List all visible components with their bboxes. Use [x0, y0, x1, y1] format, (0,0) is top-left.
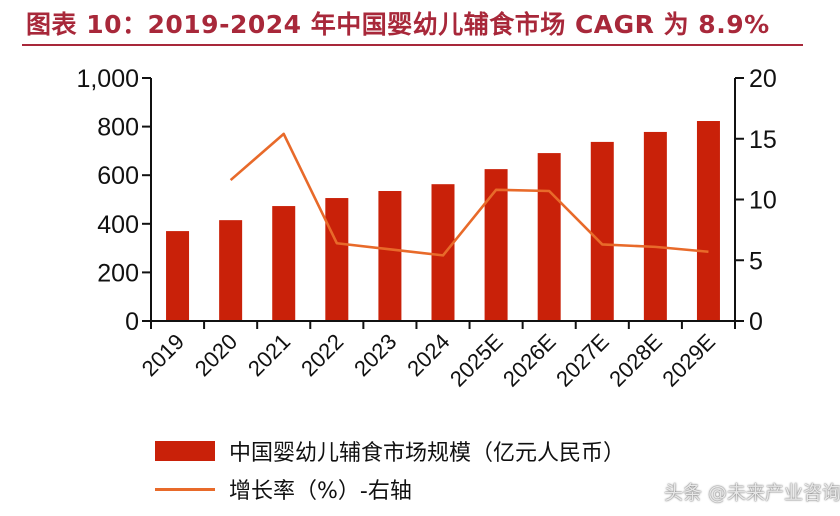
growth-rate-line	[229, 132, 709, 257]
right-tick-label: 10	[749, 187, 777, 215]
bar-2028E	[643, 131, 667, 321]
bar-2022	[325, 198, 349, 321]
right-tick-label: 0	[749, 308, 763, 336]
title-underline	[22, 44, 803, 46]
chart: 0 200 400 600 800 1,000 0 5 10 15 20 2019 2020 2021…	[76, 65, 777, 392]
legend-line-label: 增长率（%）-右轴	[229, 479, 412, 504]
x-tick-label: 2026E	[498, 329, 561, 392]
bar-2019	[166, 231, 190, 321]
right-tick-label: 20	[749, 65, 777, 93]
bar-2027E	[590, 141, 614, 321]
chart-title: 图表 10：2019-2024 年中国婴幼儿辅食市场 CAGR 为 8.9%	[26, 10, 770, 39]
left-tick-label: 1,000	[76, 65, 139, 93]
legend-line-swatch	[155, 487, 215, 491]
bar-2023	[378, 190, 402, 321]
x-tick-label: 2028E	[604, 329, 667, 392]
bar-2025E	[484, 169, 508, 321]
legend: 中国婴幼儿辅食市场规模（亿元人民币） 增长率（%）-右轴	[155, 432, 625, 508]
right-tick-label: 5	[749, 247, 763, 275]
bar-2024	[431, 184, 455, 321]
bar-2029E	[696, 121, 720, 321]
left-tick-label: 800	[97, 114, 139, 142]
legend-bar-swatch	[155, 441, 215, 461]
bar-2021	[272, 206, 296, 321]
x-tick-label: 2021	[243, 329, 295, 381]
bar-series	[166, 121, 720, 321]
left-tick-label: 200	[97, 259, 139, 287]
x-tick-label: 2022	[296, 329, 348, 381]
legend-item-line: 增长率（%）-右轴	[155, 470, 625, 508]
right-y-axis: 0 5 10 15 20	[735, 65, 777, 336]
legend-item-bar: 中国婴幼儿辅食市场规模（亿元人民币）	[155, 432, 625, 470]
x-tick-label: 2027E	[551, 329, 614, 392]
bar-2020	[219, 220, 243, 321]
bar-2026E	[537, 153, 561, 321]
left-tick-label: 0	[125, 308, 139, 336]
x-tick-label: 2029E	[657, 329, 720, 392]
x-tick-label: 2025E	[445, 329, 508, 392]
x-tick-label: 2023	[349, 329, 401, 381]
left-tick-label: 600	[97, 162, 139, 190]
legend-bar-label: 中国婴幼儿辅食市场规模（亿元人民币）	[229, 441, 626, 466]
x-tick-label: 2020	[190, 329, 242, 381]
x-axis: 2019 2020 2021 2022 2023 20242025E2026E2027E2…	[137, 321, 736, 392]
right-tick-label: 15	[749, 126, 777, 154]
watermark: 头条 @未来产业咨询	[664, 482, 840, 504]
line-series	[229, 132, 709, 257]
x-tick-label: 2019	[137, 329, 189, 381]
left-y-axis: 0 200 400 600 800 1,000	[76, 65, 151, 336]
left-tick-label: 400	[97, 211, 139, 239]
